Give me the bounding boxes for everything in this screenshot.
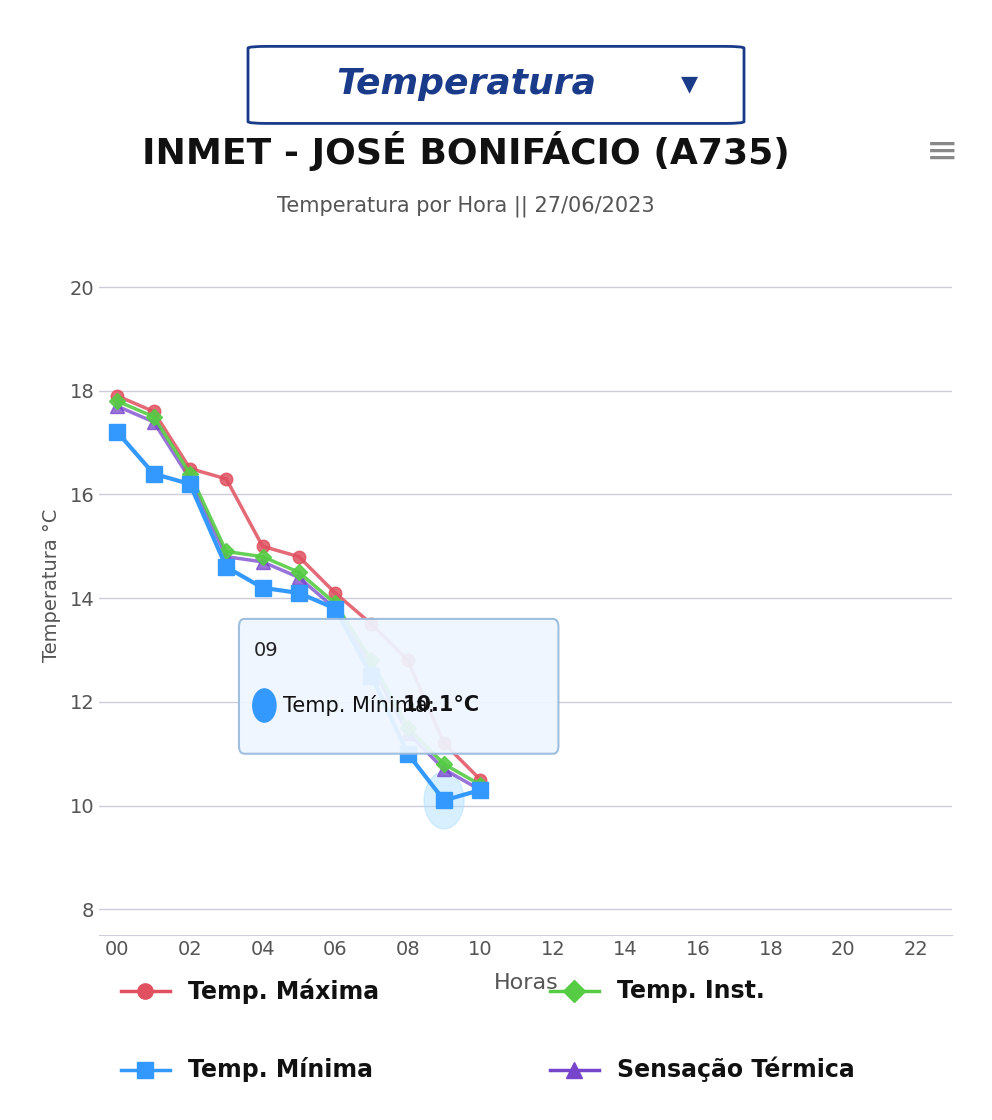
Text: 09: 09 — [254, 642, 278, 660]
Text: 10.1°C: 10.1°C — [403, 696, 479, 716]
Text: Temp. Mínima: Temp. Mínima — [188, 1057, 373, 1082]
Text: Sensação Térmica: Sensação Térmica — [617, 1057, 854, 1082]
Y-axis label: Temperatura °C: Temperatura °C — [43, 508, 62, 662]
Text: Temp. Máxima: Temp. Máxima — [188, 979, 379, 1004]
FancyBboxPatch shape — [248, 46, 744, 123]
X-axis label: Horas: Horas — [493, 973, 558, 993]
FancyBboxPatch shape — [239, 619, 558, 754]
Circle shape — [253, 689, 276, 722]
Circle shape — [425, 772, 464, 829]
Text: INMET - JOSÉ BONIFÁCIO (A735): INMET - JOSÉ BONIFÁCIO (A735) — [143, 131, 790, 171]
Text: Temp. Inst.: Temp. Inst. — [617, 979, 764, 1004]
Text: ▼: ▼ — [681, 74, 698, 94]
Text: ≡: ≡ — [927, 132, 958, 170]
Text: Temperatura: Temperatura — [336, 67, 596, 101]
Text: Temperatura por Hora || 27/06/2023: Temperatura por Hora || 27/06/2023 — [278, 195, 655, 216]
Text: Temp. Mínima:: Temp. Mínima: — [283, 696, 440, 716]
